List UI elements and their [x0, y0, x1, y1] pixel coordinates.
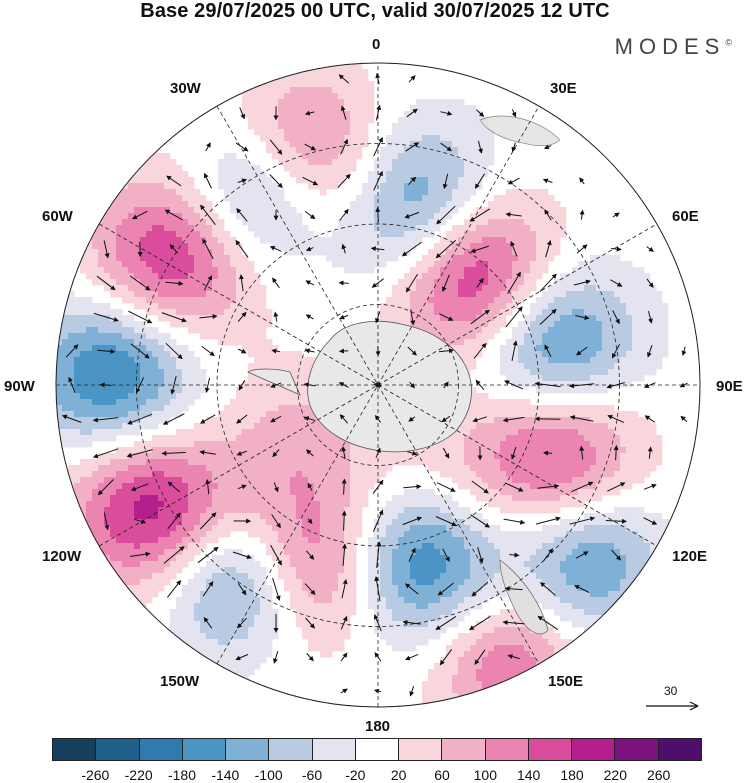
colorbar-bin [572, 739, 616, 760]
colorbar-tick-label: 260 [646, 767, 671, 783]
lon-label-150w: 150W [160, 673, 200, 690]
colorbar-tick-label: -20 [345, 767, 366, 783]
lon-label-30w: 30W [170, 80, 201, 97]
colorbar [52, 738, 702, 761]
colorbar-bin [355, 739, 400, 760]
colorbar-tick-label: -100 [254, 767, 283, 783]
lon-label-60w: 60W [42, 208, 73, 225]
modes-logo: MODES© [614, 34, 732, 59]
colorbar-tick-label: 140 [516, 767, 541, 783]
colorbar-tick-label: 20 [390, 767, 407, 783]
colorbar-bin [658, 739, 701, 760]
colorbar-bin [528, 739, 573, 760]
map-boundary [55, 62, 701, 708]
lon-label-180: 180 [365, 718, 391, 735]
colorbar-bin [269, 739, 313, 760]
colorbar-tick-label: -220 [124, 767, 153, 783]
colorbar-bin [399, 739, 443, 760]
colorbar-tick-label: 220 [603, 767, 628, 783]
colorbar-tick-label: -260 [81, 767, 110, 783]
colorbar-tick-label: 180 [560, 767, 584, 783]
antarctica-land [247, 115, 561, 635]
colorbar-tick-label: 100 [473, 767, 498, 783]
lon-label-120w: 120W [42, 548, 82, 565]
arrow-right-icon [646, 701, 699, 711]
colorbar-bin [442, 739, 486, 760]
colorbar-bin [182, 739, 227, 760]
colorbar-bin [226, 739, 270, 760]
lon-label-90e: 90E [716, 378, 743, 395]
colorbar-tick-label: -60 [301, 767, 323, 783]
colorbar-bin [53, 739, 97, 760]
colorbar-bin [139, 739, 183, 760]
pole-marker [375, 382, 381, 388]
colorbar-bin [615, 739, 659, 760]
lon-label-60e: 60E [672, 208, 699, 225]
lon-label-90w: 90W [4, 378, 35, 395]
lon-label-30e: 30E [550, 80, 577, 97]
lon-label-120e: 120E [672, 548, 708, 565]
colorbar-tick-label: -180 [167, 767, 197, 783]
vector-scale-label: 30 [664, 684, 678, 698]
lon-label-150e: 150E [548, 673, 584, 690]
page-title: Base 29/07/2025 00 UTC, valid 30/07/2025… [140, 0, 610, 22]
colorbar-bin [485, 739, 529, 760]
lon-label-0: 0 [372, 36, 381, 53]
colorbar-tick-label: 60 [434, 767, 450, 783]
colorbar-bin [96, 739, 140, 760]
colorbar-tick-label: -140 [211, 767, 240, 783]
colorbar-bin [312, 739, 356, 760]
colorbar-ticks: -260 -220 -180 -140 -100 -60 -20 20 60 100 140 180 2… [52, 767, 702, 783]
wind-vectors [61, 72, 688, 697]
